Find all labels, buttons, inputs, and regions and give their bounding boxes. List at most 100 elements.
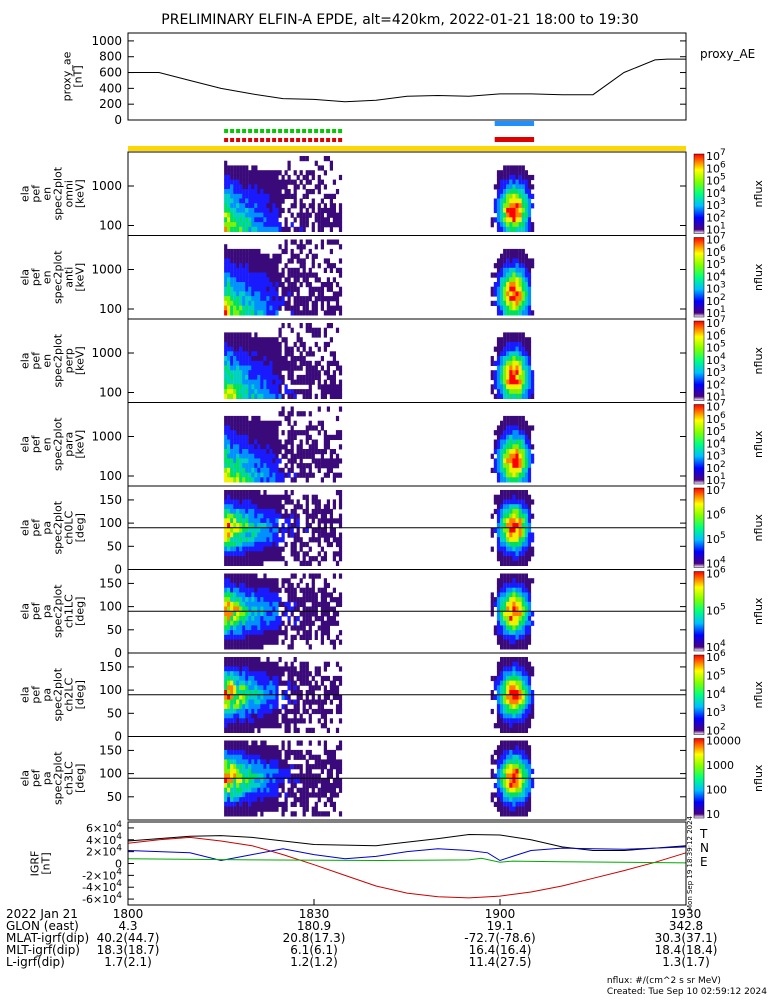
spec-cell — [496, 675, 501, 682]
spec-cell — [257, 718, 261, 724]
spec-cell — [320, 449, 324, 455]
spec-cell — [242, 699, 246, 705]
spec-cell — [272, 374, 276, 381]
spec-cell — [266, 518, 270, 524]
spec-cell — [512, 560, 516, 566]
spec-cell — [512, 708, 516, 715]
spec-cell — [272, 477, 276, 483]
spec-cell — [524, 425, 528, 431]
spec-cell — [302, 467, 306, 473]
spec-cell — [329, 310, 333, 316]
spec-cell — [332, 291, 336, 297]
spec-cell — [233, 384, 237, 390]
spec-cell — [284, 634, 288, 640]
spec-cell — [230, 634, 234, 640]
spec-cell — [302, 463, 306, 469]
spec-cell — [515, 170, 519, 176]
spec-cell — [524, 490, 528, 496]
spec-cell — [308, 625, 312, 631]
spec-cell — [308, 597, 312, 603]
spec-cell — [332, 393, 336, 399]
spec-cell — [506, 379, 510, 385]
spec-cell — [236, 494, 240, 500]
spec-cell — [521, 675, 525, 682]
spec-tick-label: 50 — [107, 706, 122, 720]
spec-cell — [224, 374, 228, 381]
spec-cell — [302, 592, 306, 598]
spec-cell — [515, 384, 519, 390]
spec-cell — [248, 546, 252, 552]
spec-cell — [287, 499, 291, 505]
spec-cell — [512, 449, 516, 455]
spec-cell — [266, 272, 270, 278]
spec-cell — [503, 282, 507, 288]
spec-cell — [224, 666, 228, 672]
spec-tick-label: 100 — [99, 683, 122, 697]
spec-cell — [317, 718, 321, 724]
spec-cell — [275, 541, 279, 548]
spec-cell — [509, 226, 513, 232]
spec-cell — [224, 365, 228, 371]
event-mark-red — [290, 138, 295, 142]
spec-cell — [275, 203, 279, 209]
spec-cell — [236, 217, 240, 223]
spec-cell — [311, 300, 315, 306]
event-mark-green — [302, 129, 307, 133]
spec-cell — [506, 532, 510, 538]
spec-cell — [496, 551, 501, 557]
spec-cell — [239, 415, 243, 422]
spec-cell — [254, 597, 258, 603]
spec-cell — [518, 444, 522, 450]
spec-cell — [242, 472, 246, 478]
spec-cell — [290, 611, 294, 617]
spec-cell — [248, 477, 252, 483]
spec-cell — [493, 630, 497, 636]
spec-cell — [266, 374, 270, 381]
spec-cell — [531, 310, 535, 316]
spec-cell — [254, 189, 258, 195]
spec-cell — [233, 286, 237, 292]
spec-cell — [329, 389, 333, 395]
spec-cell — [227, 453, 231, 459]
spec-cell — [257, 458, 261, 464]
spec-cell — [269, 374, 273, 381]
spec-cell — [521, 671, 525, 677]
spec-cell — [224, 300, 228, 306]
spec-cell — [236, 694, 240, 700]
spec-cell — [326, 606, 330, 612]
spec-cell — [515, 305, 519, 311]
spec-cell — [515, 713, 519, 719]
spec-cell — [239, 203, 243, 209]
spec-cell — [512, 458, 516, 464]
spec-cell — [227, 430, 231, 436]
spec-cell — [236, 582, 240, 589]
spec-cell — [512, 573, 516, 579]
spec-cell — [251, 356, 255, 362]
spec-cell — [308, 773, 312, 779]
spec-cell — [242, 537, 246, 543]
spec-cell — [260, 360, 264, 366]
spec-cell — [293, 606, 297, 612]
spec-cell — [254, 740, 258, 746]
spec-cell — [263, 179, 267, 185]
spec-cell — [506, 463, 510, 469]
spec-cell — [512, 341, 516, 348]
spec-cell — [239, 179, 243, 185]
spec-cell — [518, 611, 522, 617]
spec-cell — [332, 370, 336, 376]
spec-cell — [518, 513, 522, 519]
spec-cell — [260, 537, 264, 543]
spec-cell — [503, 644, 507, 650]
spec-cell — [269, 690, 273, 696]
spec-ylabel-line: [deg] — [74, 513, 87, 542]
spec-cell — [230, 797, 234, 803]
spec-cell — [260, 282, 264, 288]
spec-cell — [509, 263, 513, 269]
spec-cell — [281, 267, 285, 273]
spec-cell — [317, 327, 321, 333]
spec-cell — [296, 778, 300, 784]
spec-cell — [314, 244, 318, 250]
spec-cell — [490, 708, 494, 715]
spec-cell — [248, 723, 252, 729]
spec-cell — [503, 630, 507, 636]
